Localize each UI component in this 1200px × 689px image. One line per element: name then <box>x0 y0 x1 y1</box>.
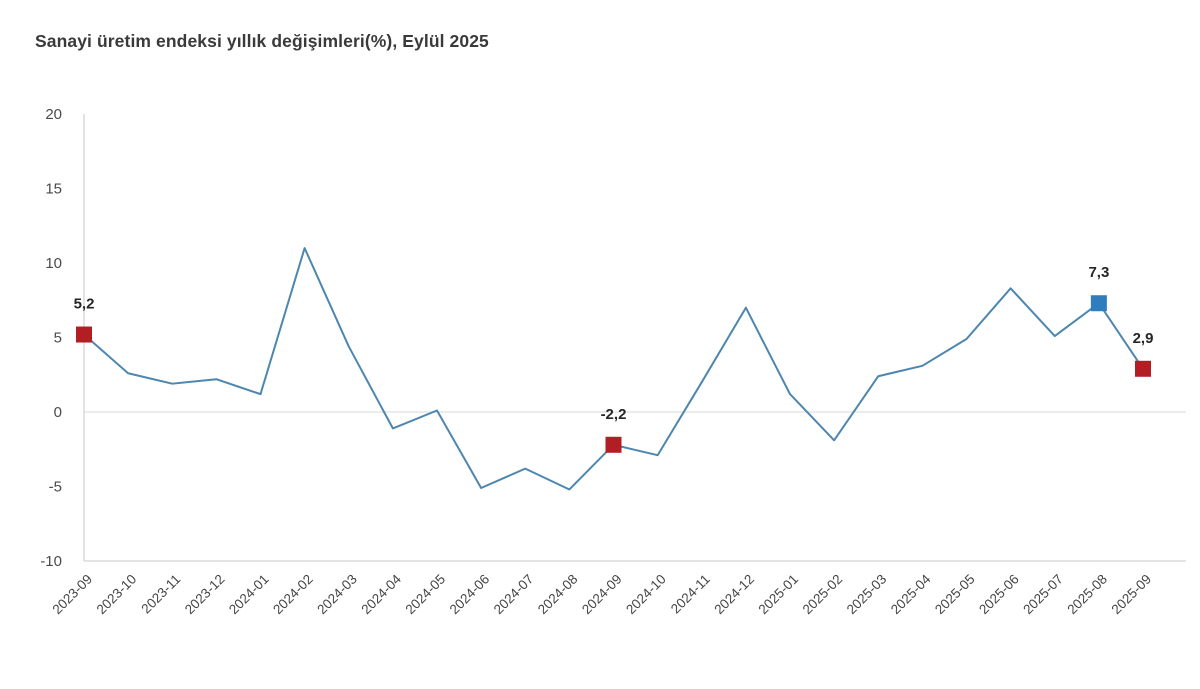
x-tick-label: 2024-03 <box>314 572 360 618</box>
x-tick-label: 2024-09 <box>579 572 625 618</box>
y-tick-label: 0 <box>54 404 62 421</box>
x-tick-label: 2024-05 <box>402 572 448 618</box>
x-tick-label: 2024-02 <box>270 572 316 618</box>
x-tick-label: 2024-01 <box>226 572 272 618</box>
x-tick-label: 2025-07 <box>1020 572 1066 618</box>
y-tick-label: -10 <box>40 553 62 570</box>
data-point-marker-2024-09 <box>605 436 622 453</box>
x-tick-label: 2025-05 <box>932 572 978 618</box>
x-tick-label: 2023-11 <box>138 572 183 617</box>
x-tick-label: 2024-04 <box>358 571 404 617</box>
data-point-label-2025-09: 2,9 <box>1133 330 1154 347</box>
y-tick-label: 5 <box>54 330 62 347</box>
data-point-marker-2023-09 <box>76 326 92 343</box>
x-tick-label: 2025-06 <box>976 572 1022 618</box>
x-tick-label: 2025-01 <box>755 572 801 618</box>
x-tick-label: 2025-03 <box>844 572 890 618</box>
chart-title: Sanayi üretim endeksi yıllık değişimleri… <box>35 31 489 51</box>
x-tick-label: 2024-08 <box>535 572 581 618</box>
x-tick-label: 2024-06 <box>447 572 493 618</box>
x-tick-label: 2023-09 <box>49 572 95 618</box>
y-tick-label: -5 <box>49 479 62 496</box>
data-point-marker-2025-09 <box>1135 360 1151 377</box>
data-line <box>83 247 1144 491</box>
y-tick-label: 10 <box>45 255 62 272</box>
x-tick-label: 2023-12 <box>182 572 228 618</box>
x-tick-label: 2024-12 <box>711 572 757 618</box>
x-tick-label: 2025-09 <box>1108 572 1154 618</box>
x-tick-label: 2024-11 <box>668 572 713 617</box>
x-tick-label: 2025-08 <box>1064 572 1110 618</box>
data-point-label-2023-09: 5,2 <box>74 296 95 313</box>
x-tick-label: 2024-10 <box>623 572 669 618</box>
x-tick-label: 2025-04 <box>888 571 934 617</box>
x-tick-label: 2025-02 <box>800 572 846 618</box>
data-point-label-2025-08: 7,3 <box>1088 264 1109 281</box>
y-tick-label: 20 <box>45 106 62 123</box>
x-tick-label: 2024-07 <box>491 572 537 618</box>
y-tick-label: 15 <box>45 181 62 198</box>
data-point-label-2024-09: -2,2 <box>601 406 627 423</box>
x-tick-label: 2023-10 <box>94 572 140 618</box>
data-point-marker-2025-08 <box>1090 295 1107 312</box>
